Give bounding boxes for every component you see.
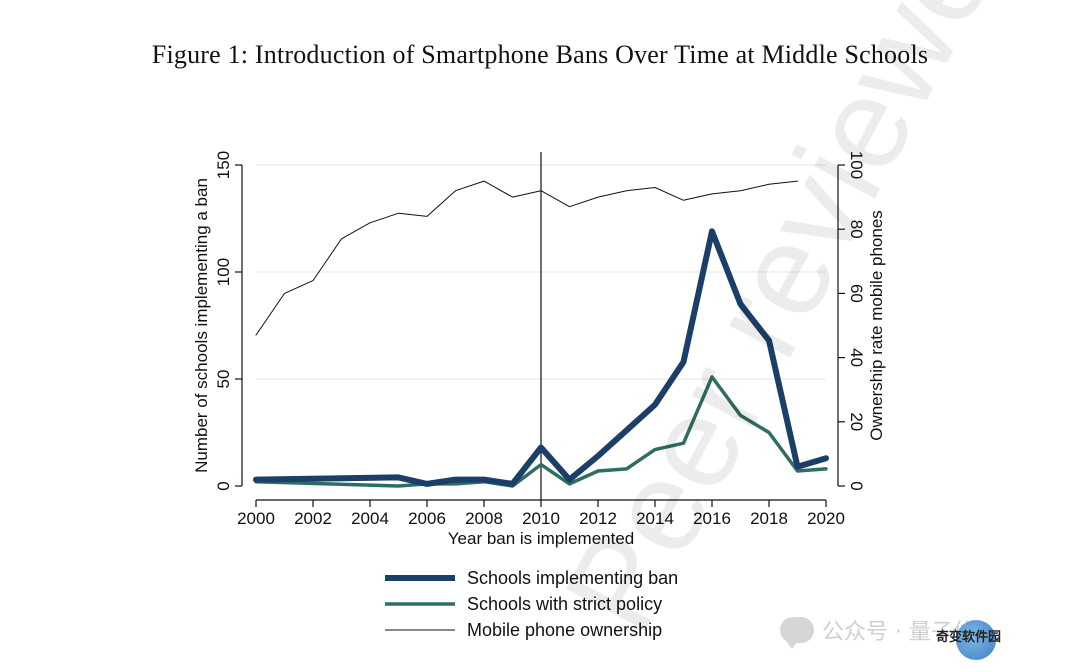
footer-text: 公众号 · 量子位 — [822, 620, 975, 645]
y-left-axis-title: Number of schools implementing a ban — [192, 178, 211, 473]
y-left-tick-label: 150 — [214, 151, 233, 179]
brand-text: 奇变软件园 — [936, 630, 1002, 645]
chat-bubble-icon — [780, 617, 814, 649]
legend-label-1: Schools with strict policy — [467, 594, 662, 614]
data-series — [253, 180, 829, 488]
x-tick-label: 2004 — [351, 509, 389, 528]
x-axis-title: Year ban is implemented — [448, 529, 635, 548]
x-tick-label: 2008 — [465, 509, 503, 528]
y-left-tick-label: 0 — [214, 481, 233, 490]
y-right-tick-label: 60 — [847, 284, 866, 303]
x-tick-label: 2018 — [750, 509, 788, 528]
figure-title: Figure 1: Introduction of Smartphone Ban… — [151, 40, 929, 69]
x-tick-label: 2006 — [408, 509, 446, 528]
y-left-tick-label: 50 — [214, 370, 233, 389]
x-tick-label: 2020 — [807, 509, 845, 528]
y-right-tick-label: 100 — [847, 151, 866, 179]
y-right-tick-label: 40 — [847, 348, 866, 367]
globe-icon — [956, 620, 996, 660]
footer-watermark: 公众号 · 量子位 — [780, 612, 975, 649]
x-tick-label: 2012 — [579, 509, 617, 528]
y-right-tick-label: 80 — [847, 220, 866, 239]
x-tick-label: 2002 — [294, 509, 332, 528]
x-tick-label: 2016 — [693, 509, 731, 528]
legend: Schools implementing ban Schools with str… — [385, 568, 678, 640]
legend-label-2: Mobile phone ownership — [467, 620, 662, 640]
brand-logo: 奇变软件园 — [936, 620, 1002, 660]
series-line-2 — [255, 180, 798, 336]
x-tick-label: 2014 — [636, 509, 674, 528]
y-right-tick-label: 20 — [847, 412, 866, 431]
x-tick-label: 2000 — [237, 509, 275, 528]
x-tick-label: 2010 — [522, 509, 560, 528]
legend-label-0: Schools implementing ban — [467, 568, 678, 588]
y-left-tick-label: 100 — [214, 258, 233, 286]
y-right-tick-label: 0 — [847, 481, 866, 490]
series-line-0 — [253, 228, 829, 487]
y-right-axis-title: Ownership rate mobile phones — [867, 210, 886, 441]
